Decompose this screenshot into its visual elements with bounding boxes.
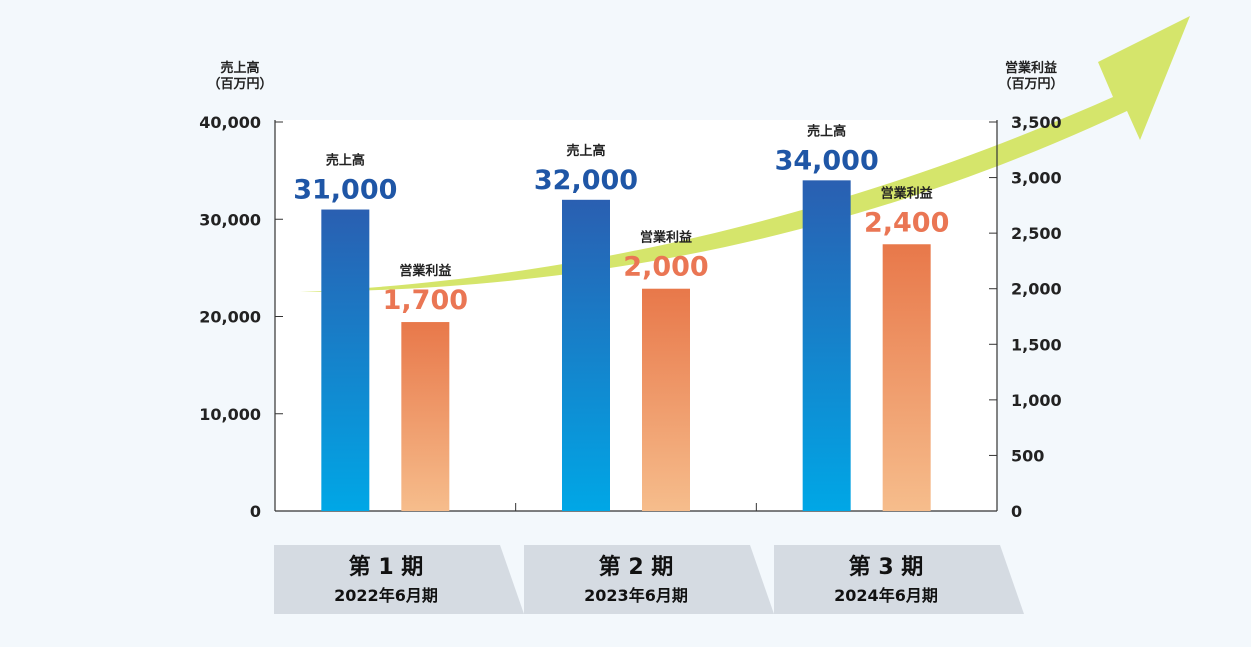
period-banner: [774, 545, 1024, 614]
right-tick-label: 2,000: [1011, 280, 1062, 299]
bar-group: [321, 180, 931, 512]
profit-bar: [401, 322, 450, 511]
sales-series-label: 売上高: [326, 153, 365, 169]
sales-bar: [321, 209, 370, 511]
period-subtitle: 2024年6月期: [834, 586, 938, 605]
profit-series-label: 営業利益: [640, 230, 692, 246]
profit-series-label: 営業利益: [881, 185, 933, 201]
left-tick-label: 40,000: [199, 113, 261, 132]
period-title: 第 3 期: [849, 554, 924, 580]
sales-bar: [562, 199, 610, 512]
period-subtitle: 2022年6月期: [334, 586, 438, 605]
period-subtitle: 2023年6月期: [584, 586, 688, 605]
sales-bar: [802, 180, 851, 511]
value-label-group: 売上高 31,000 営業利益 1,700 売上高 32,000 営業利益 2,000 売上高 3…: [293, 123, 949, 316]
right-tick-label: 2,500: [1011, 224, 1062, 243]
left-tick-label: 0: [250, 502, 261, 521]
profit-bar: [882, 244, 931, 511]
period-title: 第 1 期: [349, 554, 424, 580]
profit-value-label: 2,400: [864, 207, 949, 238]
right-tick-label: 1,500: [1011, 335, 1062, 354]
profit-series-label: 営業利益: [399, 263, 451, 279]
left-axis: 0 10,000 20,000 30,000 40,000: [199, 113, 997, 521]
period-banners: 第 1 期 2022年6月期 第 2 期 2023年6月期 第 3 期 2024年6月期: [274, 545, 1024, 614]
right-tick-label: 1,000: [1011, 391, 1062, 410]
period-banner: [274, 545, 524, 614]
right-tick-label: 3,500: [1011, 113, 1062, 132]
plot-area: [275, 120, 997, 511]
sales-value-label: 32,000: [534, 165, 638, 196]
right-tick-label: 3,000: [1011, 169, 1062, 188]
left-axis-title: 売上高: [220, 60, 259, 76]
right-axis-title: 営業利益: [1005, 60, 1057, 76]
right-axis-unit: （百万円）: [998, 76, 1063, 92]
period-banner: [524, 545, 774, 614]
profit-bar: [642, 288, 690, 511]
left-tick-label: 30,000: [199, 210, 261, 229]
right-tick-label: 500: [1011, 446, 1044, 465]
sales-value-label: 34,000: [775, 145, 879, 176]
period-title: 第 2 期: [599, 554, 674, 580]
sales-value-label: 31,000: [293, 175, 397, 206]
profit-value-label: 1,700: [383, 285, 468, 316]
left-tick-label: 20,000: [199, 308, 261, 327]
right-tick-label: 0: [1011, 502, 1022, 521]
right-axis: 0 500 1,000 1,500 2,000 2,500 3,000 3,500: [989, 113, 1062, 521]
growth-trend-arrow: [300, 16, 1190, 292]
left-axis-unit: （百万円）: [207, 76, 272, 92]
sales-series-label: 売上高: [566, 143, 605, 159]
left-tick-label: 10,000: [199, 405, 261, 424]
sales-series-label: 売上高: [807, 123, 846, 139]
profit-value-label: 2,000: [623, 252, 708, 283]
